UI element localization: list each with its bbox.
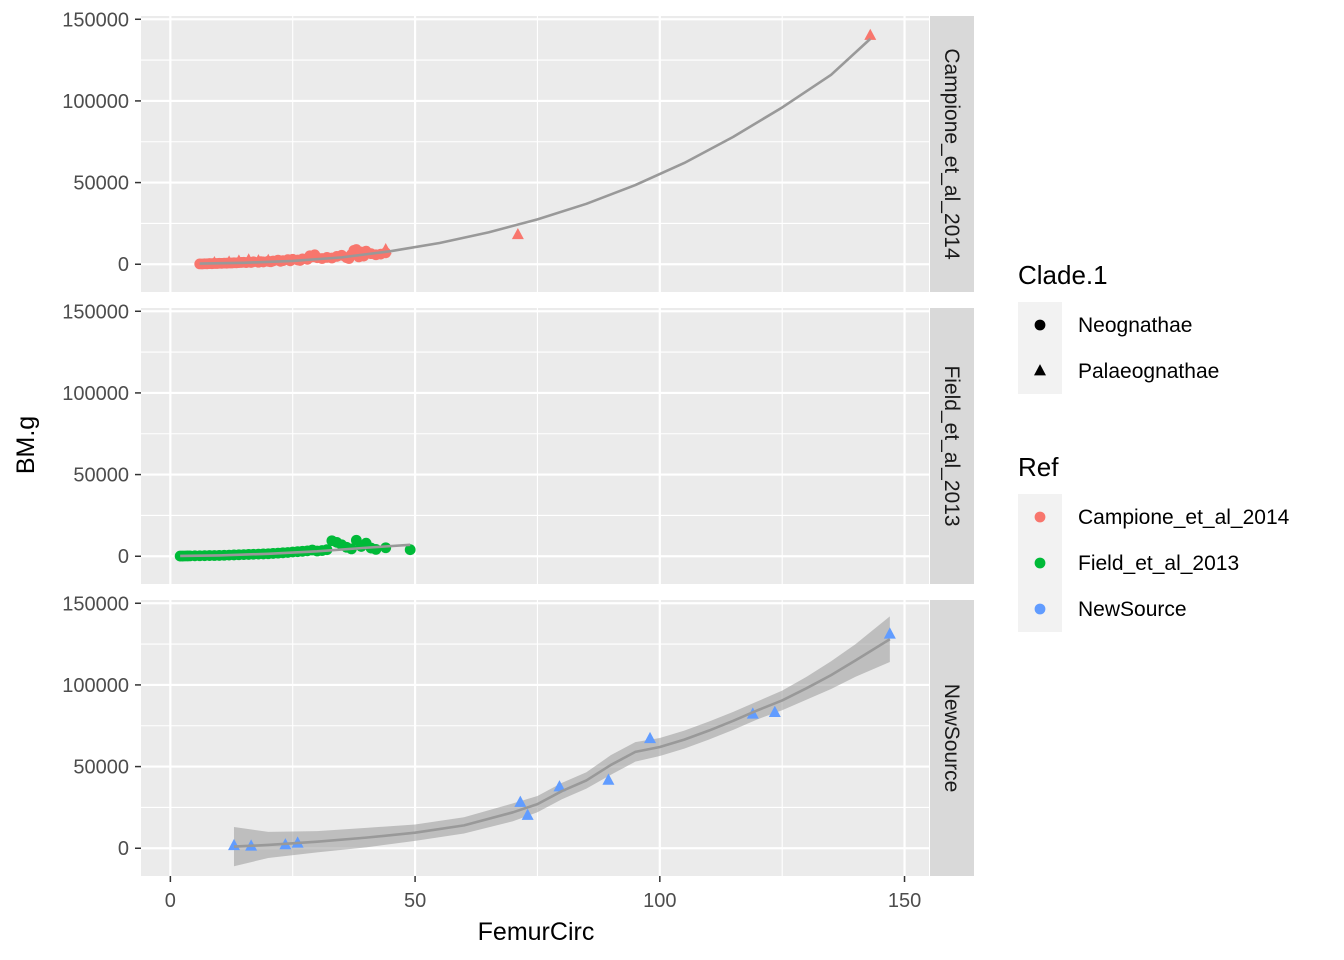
data-point-triangle: [864, 28, 877, 40]
data-point-triangle: [511, 227, 524, 240]
panel-background: [141, 16, 929, 292]
legend-key-circle: [1034, 511, 1046, 523]
y-tick-label: 50000: [73, 465, 129, 487]
facet-strip-label: Field_et_al_2013: [940, 365, 963, 526]
legend-group: Clade.1 Neognathae Palaeognathae: [1018, 260, 1219, 394]
data-point-triangle: [768, 705, 781, 718]
legend-title: Ref: [1018, 452, 1059, 482]
data-point-triangle: [883, 627, 896, 639]
facet-panel: 0 50000 100000 150000 Campione_et_al_2014: [62, 9, 974, 292]
legend-key-circle: [1034, 319, 1046, 331]
facet-panel: 0 50000 100000 150000 NewSource: [62, 593, 974, 876]
facet-strip-label: Campione_et_al_2014: [940, 48, 963, 260]
panel-background: [141, 600, 929, 876]
x-tick-label: 50: [404, 890, 426, 912]
data-point-triangle: [644, 731, 657, 744]
legend-group: Ref Campione_et_al_2014 Field_et_al_2013 Ne…: [1018, 452, 1290, 632]
legend-key-circle: [1034, 557, 1046, 569]
y-axis-title: BM.g: [12, 416, 40, 474]
panel-background: [141, 308, 929, 584]
legend-title: Clade.1: [1018, 260, 1108, 290]
facet-strip: [930, 308, 974, 584]
gridlines: [141, 308, 929, 584]
y-tick-label: 100000: [62, 383, 129, 405]
x-tick-label: 150: [888, 890, 921, 912]
gridlines: [141, 600, 929, 876]
data-point-circle: [404, 544, 416, 556]
y-tick-label: 150000: [62, 593, 129, 615]
smooth-line: [180, 543, 411, 558]
data-point-triangle: [553, 780, 566, 792]
panel-plot-area: [227, 616, 896, 867]
y-tick-label: 100000: [62, 675, 129, 697]
x-tick-label: 0: [165, 890, 176, 912]
legend-key-background: [1018, 302, 1062, 394]
legend-label: Field_et_al_2013: [1078, 552, 1239, 575]
legend-label: NewSource: [1078, 598, 1187, 621]
smooth-line: [233, 638, 891, 848]
facet-strip-label: NewSource: [940, 684, 963, 793]
facet-strip: [930, 600, 974, 876]
legend-key-circle: [1034, 603, 1046, 615]
y-tick-label: 100000: [62, 91, 129, 113]
legend-label: Palaeognathae: [1078, 360, 1219, 383]
legend-key-triangle: [1034, 364, 1046, 376]
y-tick-label: 0: [118, 838, 129, 860]
x-axis-title: FemurCirc: [478, 918, 595, 946]
y-tick-label: 0: [118, 546, 129, 568]
x-tick-label: 100: [643, 890, 676, 912]
y-tick-label: 50000: [73, 173, 129, 195]
facet-panel: 0 50000 100000 150000 Field_et_al_2013: [62, 301, 974, 584]
facet-strip: [930, 16, 974, 292]
data-point-triangle: [602, 773, 615, 785]
y-tick-label: 150000: [62, 301, 129, 323]
legend: Clade.1 Neognathae Palaeognathae Ref Campion…: [1018, 260, 1290, 632]
smooth-line: [199, 37, 872, 265]
legend-label: Neognathae: [1078, 314, 1192, 337]
data-point-triangle: [514, 795, 527, 807]
facet-panels: 0 50000 100000 150000 Campione_et_al_2014 0 50…: [62, 9, 974, 912]
y-tick-label: 150000: [62, 9, 129, 31]
data-point-triangle: [521, 808, 534, 820]
legend-label: Campione_et_al_2014: [1078, 506, 1290, 529]
y-tick-label: 0: [118, 254, 129, 276]
panel-plot-area: [174, 534, 416, 562]
panel-plot-area: [194, 28, 877, 270]
x-axis: 0 50 100 150: [165, 876, 921, 912]
y-tick-label: 50000: [73, 757, 129, 779]
